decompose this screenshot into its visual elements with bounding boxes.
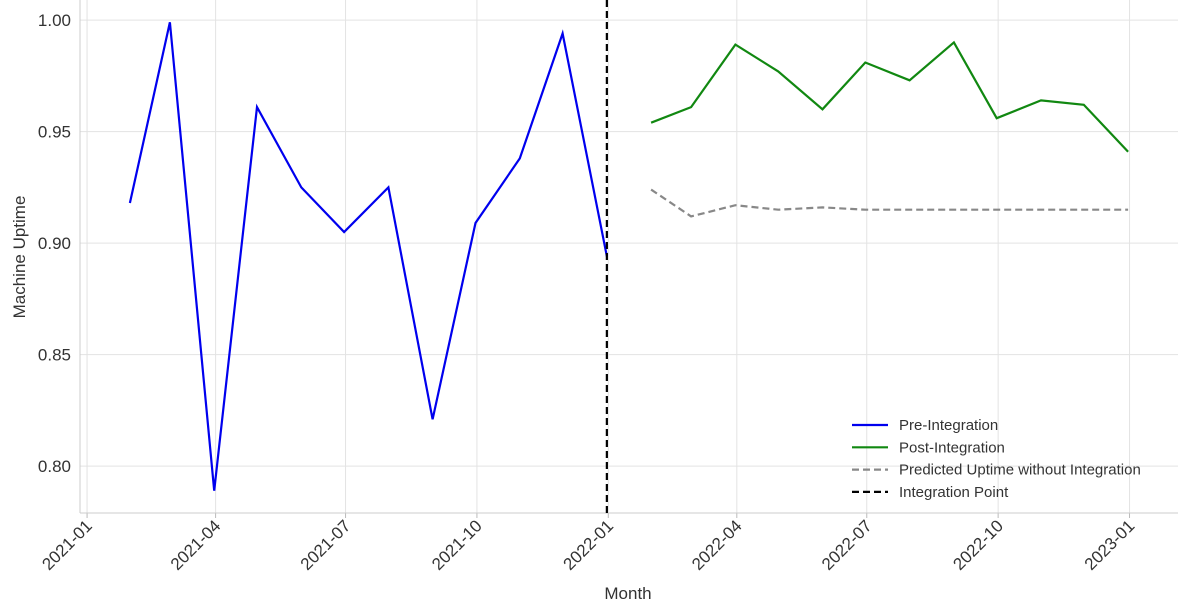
x-tick-label: 2023-01	[1081, 516, 1139, 574]
x-tick-label: 2021-04	[167, 516, 225, 574]
y-axis-label: Machine Uptime	[10, 196, 29, 319]
y-tick-label: 1.00	[38, 11, 71, 30]
legend-label: Pre-Integration	[899, 417, 998, 434]
x-tick-label: 2021-01	[38, 516, 96, 574]
x-tick-label: 2022-04	[688, 516, 746, 574]
x-axis-label: Month	[604, 584, 651, 603]
series-line	[128, 22, 608, 491]
series-line	[650, 40, 1129, 153]
legend-label: Integration Point	[899, 484, 1009, 501]
y-tick-label: 0.90	[38, 234, 71, 253]
y-tick-label: 0.85	[38, 346, 71, 365]
x-tick-label: 2022-01	[560, 516, 618, 574]
legend-label: Post-Integration	[899, 439, 1005, 456]
x-tick-label: 2022-07	[818, 516, 876, 574]
series-line	[650, 188, 1129, 218]
legend-label: Predicted Uptime without Integration	[899, 462, 1141, 479]
x-tick-label: 2021-10	[428, 516, 486, 574]
x-tick-label: 2022-10	[949, 516, 1007, 574]
y-tick-label: 0.80	[38, 457, 71, 476]
x-tick-label: 2021-07	[297, 516, 355, 574]
y-tick-label: 0.95	[38, 123, 71, 142]
